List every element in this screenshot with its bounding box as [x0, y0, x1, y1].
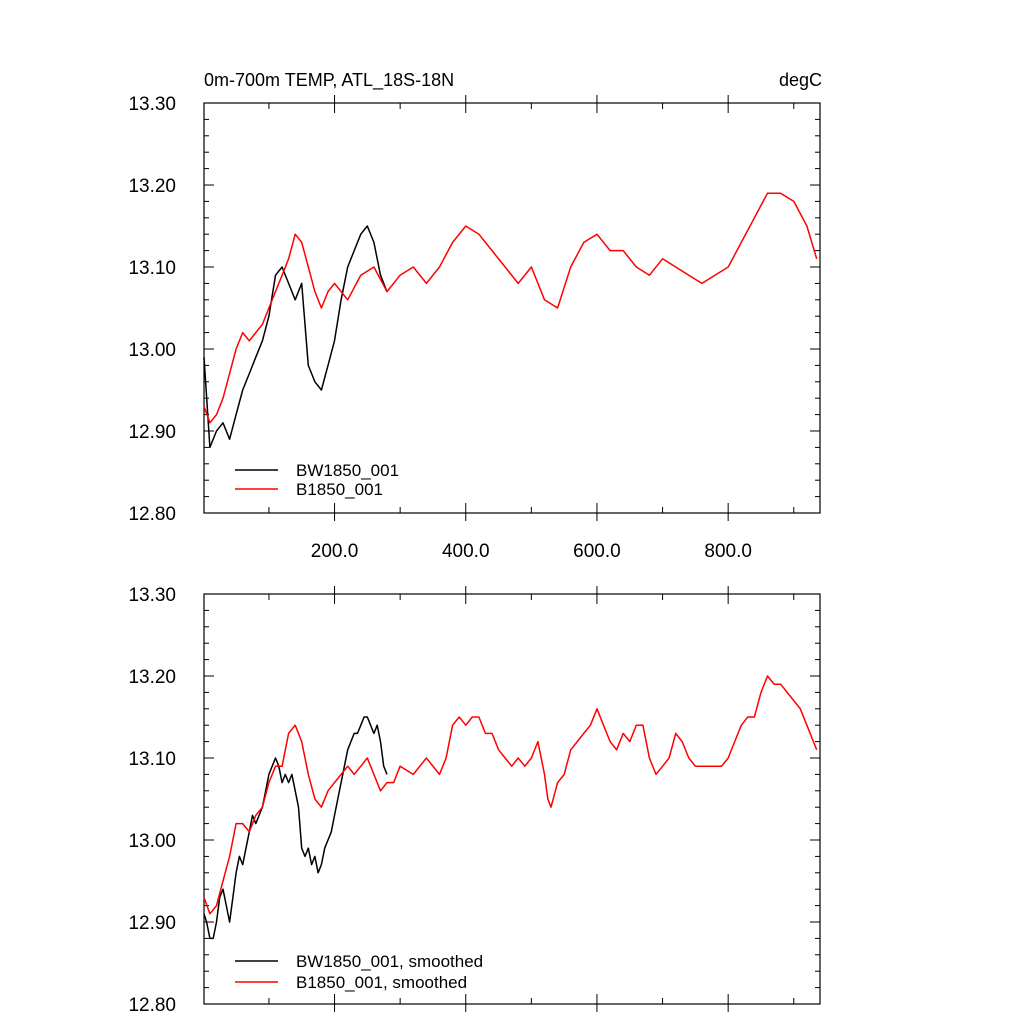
legend-label-b1850: B1850_001 [296, 480, 383, 499]
y-tick-label: 12.90 [128, 422, 176, 443]
bottom-axis-ticks: 12.80 12.90 13.00 13.10 13.20 13.30 [128, 585, 820, 1016]
series-line-b1850 [203, 192, 818, 424]
y-tick-label: 12.80 [128, 995, 176, 1016]
top-series-lines [203, 192, 818, 449]
top-axis-ticks: 12.80 12.90 13.00 13.10 13.20 13.30 200.0 400.0… [128, 94, 820, 562]
legend-label-bw1850-smoothed: BW1850_001, smoothed [296, 952, 483, 971]
legend-label-bw1850: BW1850_001 [296, 461, 399, 480]
y-tick-label: 13.10 [128, 749, 176, 770]
series-line-b1850 [203, 675, 818, 915]
chart-title-left: 0m-700m TEMP, ATL_18S-18N [204, 70, 454, 91]
x-tick-label: 400.0 [442, 541, 490, 562]
y-tick-label: 13.00 [128, 340, 176, 361]
y-tick-label: 12.80 [128, 504, 176, 525]
y-tick-label: 13.10 [128, 258, 176, 279]
bottom-plot-frame [203, 593, 821, 1005]
x-tick-label: 800.0 [704, 541, 752, 562]
y-tick-label: 13.20 [128, 667, 176, 688]
y-tick-label: 13.00 [128, 831, 176, 852]
y-tick-label: 13.30 [128, 585, 176, 606]
bottom-legend: BW1850_001, smoothed B1850_001, smoothed [235, 952, 483, 992]
y-tick-label: 13.20 [128, 176, 176, 197]
x-tick-label: 600.0 [573, 541, 621, 562]
bottom-series-lines [203, 675, 818, 940]
top-legend: BW1850_001 B1850_001 [235, 461, 399, 499]
top-plot-frame [203, 102, 821, 514]
y-tick-label: 13.30 [128, 94, 176, 115]
top-panel: 0m-700m TEMP, ATL_18S-18N degC 12.80 12.9… [128, 70, 822, 562]
y-tick-label: 12.90 [128, 913, 176, 934]
series-line-bw1850 [203, 716, 388, 940]
series-line-bw1850 [203, 225, 388, 449]
bottom-panel: 12.80 12.90 13.00 13.10 13.20 13.30 BW1850_00… [128, 585, 821, 1016]
x-tick-label: 200.0 [311, 541, 359, 562]
chart-title-right: degC [779, 70, 822, 90]
legend-label-b1850-smoothed: B1850_001, smoothed [296, 973, 467, 992]
